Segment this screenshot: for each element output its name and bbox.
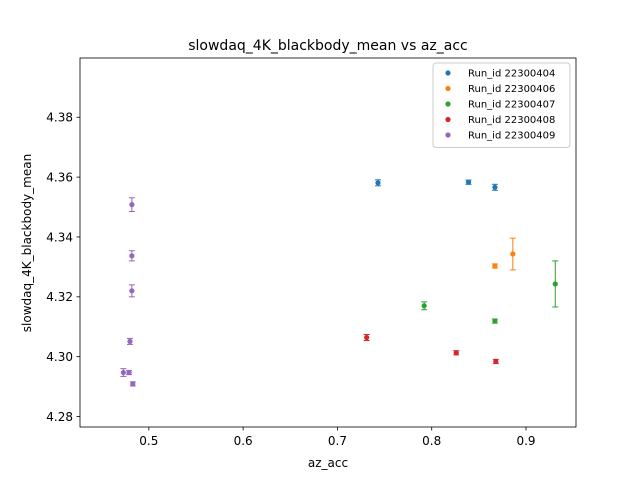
data-point bbox=[364, 334, 370, 341]
legend-label: Run_id 22300406 bbox=[468, 84, 555, 95]
data-point bbox=[129, 253, 135, 259]
y-tick-label: 4.36 bbox=[46, 170, 73, 184]
data-point bbox=[126, 369, 132, 376]
y-tick-label: 4.34 bbox=[46, 230, 73, 244]
y-tick-label: 4.32 bbox=[46, 290, 73, 304]
series-4 bbox=[120, 197, 136, 387]
y-tick-label: 4.30 bbox=[46, 350, 73, 364]
data-point bbox=[120, 369, 126, 376]
legend-marker bbox=[445, 116, 451, 123]
legend-label: Run_id 22300404 bbox=[468, 69, 555, 80]
legend-label: Run_id 22300407 bbox=[468, 100, 555, 111]
data-point bbox=[453, 350, 459, 356]
x-axis: 0.5 0.6 0.7 0.8 0.9 bbox=[139, 427, 536, 448]
series-0 bbox=[374, 179, 498, 191]
x-tick-label: 0.8 bbox=[422, 434, 441, 448]
series-3 bbox=[363, 334, 499, 365]
plot-area bbox=[120, 179, 559, 387]
legend-marker bbox=[445, 70, 451, 76]
data-point bbox=[421, 303, 427, 309]
x-tick-label: 0.7 bbox=[328, 434, 347, 448]
series-2 bbox=[421, 260, 559, 324]
data-point bbox=[552, 281, 558, 287]
data-point bbox=[492, 318, 498, 324]
legend-marker bbox=[445, 85, 451, 92]
series-1 bbox=[491, 237, 516, 271]
x-axis-label: az_acc bbox=[308, 456, 348, 470]
chart-title: slowdaq_4K_blackbody_mean vs az_acc bbox=[188, 38, 468, 54]
data-point bbox=[492, 184, 498, 190]
y-axis: 4.28 4.30 4.32 4.34 4.36 4.38 bbox=[46, 111, 80, 424]
data-point bbox=[129, 202, 135, 208]
legend-box bbox=[432, 62, 571, 148]
y-axis-label: slowdaq_4K_blackbody_mean bbox=[20, 154, 34, 332]
data-point bbox=[375, 180, 381, 186]
plot-frame bbox=[79, 57, 577, 428]
data-point bbox=[129, 288, 135, 294]
data-point bbox=[127, 338, 133, 345]
x-tick-label: 0.5 bbox=[139, 434, 158, 448]
legend-marker bbox=[445, 132, 451, 138]
x-tick-label: 0.9 bbox=[516, 434, 535, 448]
y-tick-label: 4.38 bbox=[46, 111, 73, 125]
legend-label: Run_id 22300408 bbox=[468, 115, 555, 126]
legend-label: Run_id 22300409 bbox=[468, 131, 555, 142]
legend-marker bbox=[445, 101, 451, 107]
data-point bbox=[465, 179, 472, 185]
x-tick-label: 0.6 bbox=[234, 434, 253, 448]
data-point bbox=[493, 358, 499, 365]
y-tick-label: 4.28 bbox=[46, 410, 73, 424]
data-point bbox=[130, 381, 136, 387]
legend: Run_id 22300404 Run_id 22300406 Run_id 223… bbox=[432, 62, 571, 148]
data-point bbox=[492, 263, 498, 269]
data-point bbox=[510, 251, 516, 257]
